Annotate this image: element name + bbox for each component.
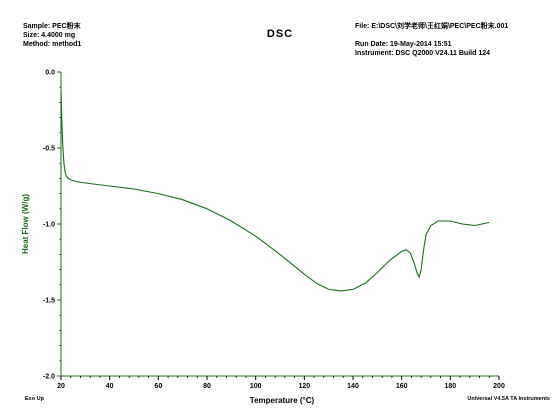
chart-title: DSC bbox=[266, 28, 294, 40]
sample-method: Method: method1 bbox=[23, 41, 82, 48]
sample-info: Sample: PEC粉末 Size: 4.4000 mg Method: me… bbox=[23, 22, 81, 49]
x-tick-label: 120 bbox=[298, 383, 310, 390]
y-tick-label: -0.5 bbox=[43, 146, 55, 153]
y-axis-label: Heat Flow (W/g) bbox=[21, 194, 30, 254]
x-tick-label: 40 bbox=[106, 383, 114, 390]
x-tick-label: 20 bbox=[57, 383, 65, 390]
x-tick-label: 160 bbox=[396, 383, 408, 390]
x-tick-label: 180 bbox=[444, 383, 456, 390]
y-tick-label: 0.0 bbox=[45, 70, 55, 77]
run-date: Run Date: 19-May-2014 15:51 bbox=[355, 41, 452, 48]
x-tick-label: 100 bbox=[250, 383, 262, 390]
sample-size: Size: 4.4000 mg bbox=[23, 32, 76, 39]
y-tick-label: -2.0 bbox=[43, 374, 55, 381]
series-line bbox=[60, 90, 490, 292]
instrument: Instrument: DSC Q2000 V24.11 Build 124 bbox=[355, 50, 490, 57]
file-path: File: E:\DSC\刘学老师\王红娟\PEC\PEC粉末.001 bbox=[355, 23, 509, 30]
y-tick-label: -1.5 bbox=[43, 298, 55, 305]
x-ticks: 20 40 60 80 100 120 140 160 180 200 bbox=[57, 376, 505, 390]
x-tick-label: 140 bbox=[347, 383, 359, 390]
exo-up-label: Exo Up bbox=[25, 396, 45, 402]
y-ticks: 0.0 -0.5 -1.0 -1.5 -2.0 bbox=[43, 70, 61, 381]
run-info: File: E:\DSC\刘学老师\王红娟\PEC\PEC粉末.001 Run … bbox=[355, 22, 508, 58]
x-tick-label: 80 bbox=[203, 383, 211, 390]
x-tick-label: 60 bbox=[154, 383, 162, 390]
y-tick-label: -1.0 bbox=[43, 222, 55, 229]
x-tick-label: 200 bbox=[493, 383, 505, 390]
software-label: Universal V4.5A TA Instruments bbox=[467, 396, 550, 402]
sample-name: Sample: PEC粉末 bbox=[23, 23, 81, 30]
x-axis-label: Temperature (°C) bbox=[250, 396, 315, 405]
